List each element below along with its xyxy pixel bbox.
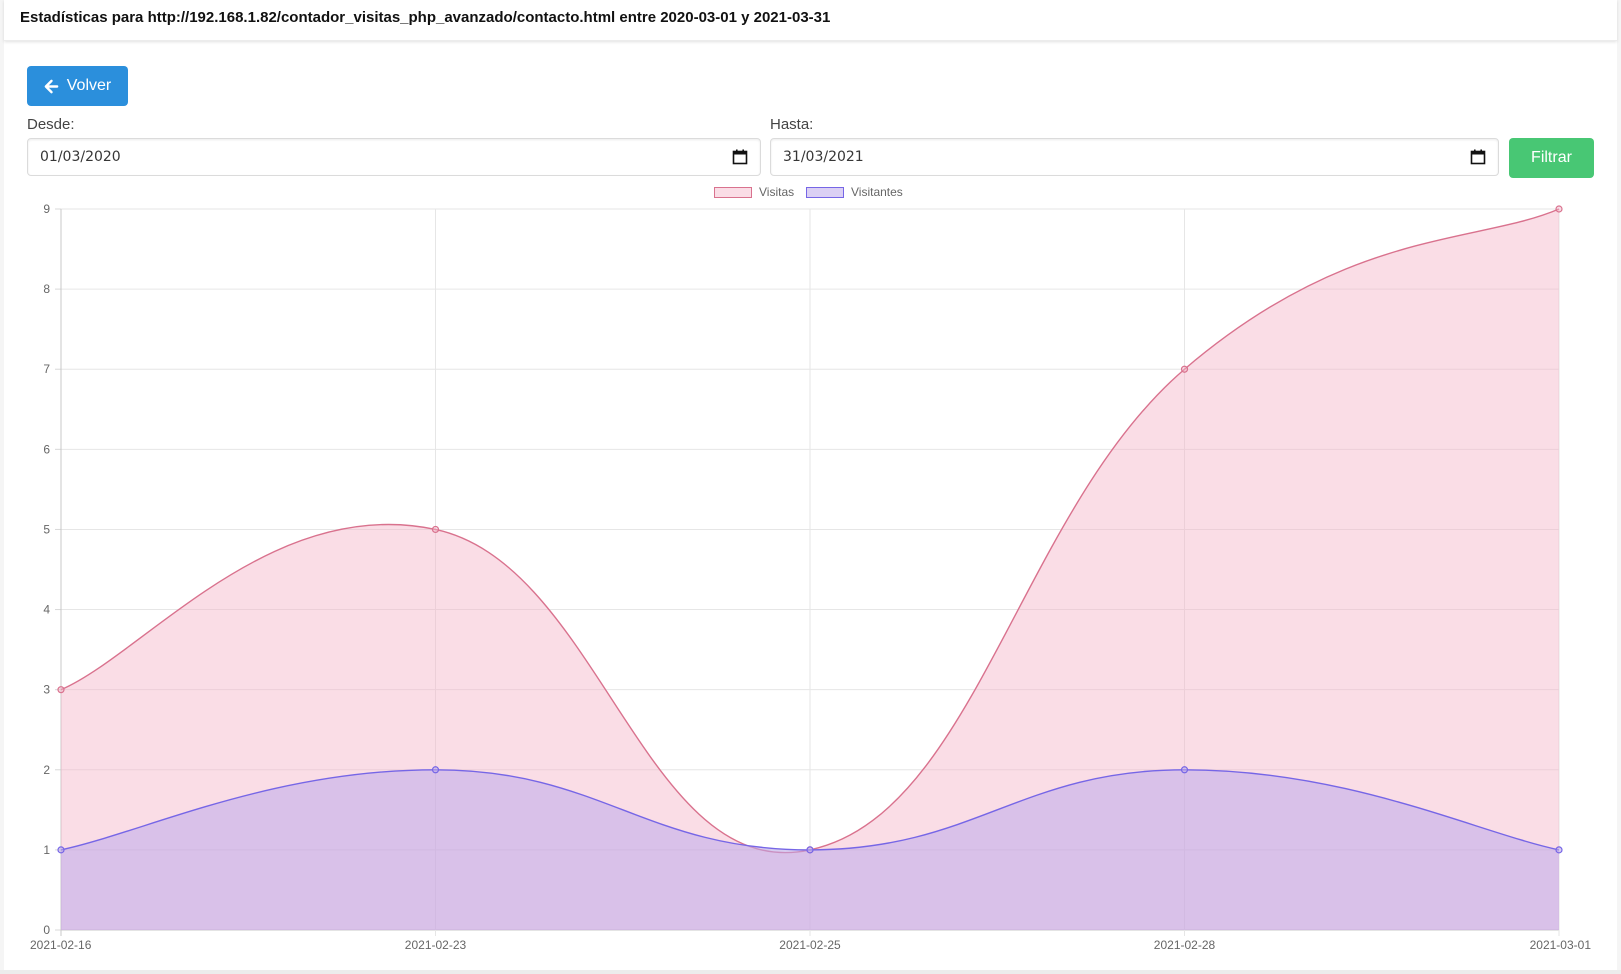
from-date-value: 01/03/2020: [40, 149, 121, 165]
back-button-label: Volver: [66, 77, 112, 94]
y-tick-label: 3: [43, 683, 50, 697]
series-area-visitas: [61, 209, 1559, 930]
page-title: Estadísticas para http://192.168.1.82/co…: [20, 9, 831, 26]
x-tick-label: 2021-02-25: [779, 938, 841, 952]
data-point: [806, 846, 814, 854]
data-point: [57, 686, 65, 694]
legend-item-visitantes[interactable]: Visitantes: [806, 185, 903, 199]
calendar-icon[interactable]: [1470, 149, 1486, 170]
data-point: [1180, 766, 1189, 774]
y-tick-label: 4: [43, 603, 50, 617]
card-header: Estadísticas para http://192.168.1.82/co…: [4, 0, 1617, 41]
y-tick-label: 0: [43, 923, 50, 937]
page-bottom-border: [0, 970, 1621, 974]
data-point: [57, 846, 65, 854]
y-tick-label: 2: [43, 763, 50, 777]
x-tick-label: 2021-02-23: [405, 938, 467, 952]
data-point: [1555, 846, 1563, 854]
calendar-icon[interactable]: [732, 149, 748, 170]
chart-legend: Visitas Visitantes: [0, 185, 1621, 201]
legend-label: Visitantes: [851, 185, 903, 199]
x-tick-label: 2021-02-28: [1154, 938, 1216, 952]
back-button[interactable]: Volver: [27, 66, 128, 106]
y-tick-label: 1: [43, 843, 50, 857]
legend-swatch: [714, 186, 752, 198]
data-point: [1180, 365, 1189, 373]
from-date-input[interactable]: 01/03/2020: [27, 138, 761, 176]
y-tick-label: 5: [43, 522, 50, 536]
from-label: Desde:: [27, 116, 75, 133]
legend-swatch: [806, 186, 844, 198]
arrow-left-icon: [44, 79, 59, 93]
legend-label: Visitas: [759, 185, 795, 199]
filter-button[interactable]: Filtrar: [1509, 138, 1594, 178]
x-tick-label: 2021-02-16: [30, 938, 92, 952]
to-date-input[interactable]: 31/03/2021: [770, 138, 1499, 176]
data-point: [431, 525, 440, 534]
data-point: [1555, 205, 1563, 213]
y-tick-label: 7: [43, 362, 50, 376]
y-tick-label: 9: [43, 202, 50, 216]
data-point: [431, 766, 440, 774]
y-tick-label: 8: [43, 282, 50, 296]
to-date-value: 31/03/2021: [783, 149, 864, 165]
filter-button-label: Filtrar: [1531, 149, 1572, 166]
legend-item-visitas[interactable]: Visitas: [714, 185, 794, 199]
y-tick-label: 6: [43, 442, 50, 456]
to-label: Hasta:: [770, 116, 814, 133]
x-tick-label: 2021-03-01: [1530, 938, 1592, 952]
